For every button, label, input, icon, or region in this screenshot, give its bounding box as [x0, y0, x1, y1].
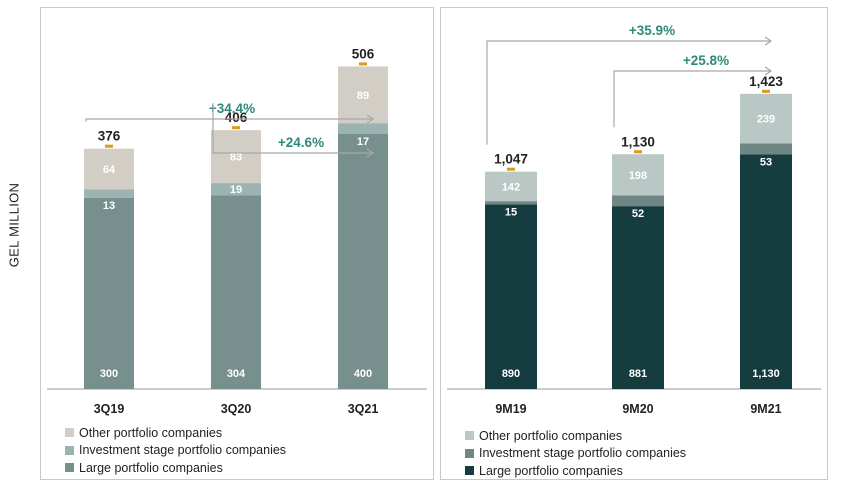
- nine-month-chart-panel: 890 15 142 1,047 9M19 881 52 198 1,130 9M20 1,130 5…: [440, 7, 828, 480]
- legend-item-large: Large portfolio companies: [65, 459, 286, 477]
- value-label-large: 881: [629, 368, 647, 380]
- total-label: 406: [225, 110, 248, 125]
- quarterly-chart-panel: 300 13 64 376 3Q19 304 19 83 406 3Q20 400 17 89 506 3Q…: [40, 7, 434, 480]
- bar-segment-other: [740, 93, 792, 144]
- value-label-other: 89: [357, 90, 369, 102]
- bar-segment-other: [612, 154, 664, 196]
- quarterly-chart: 300 13 64 376 3Q19 304 19 83 406 3Q20 400 17 89 506 3Q…: [47, 46, 427, 416]
- value-label-large: 1,130: [752, 368, 780, 380]
- value-label-other: 83: [230, 152, 242, 164]
- legend-swatch-other: [65, 428, 74, 438]
- total-label: 506: [352, 46, 375, 61]
- legend-item-investment: Investment stage portfolio companies: [65, 442, 286, 460]
- total-label: 1,047: [494, 152, 528, 167]
- category-label: 3Q19: [94, 402, 125, 416]
- growth-label: +34.4%: [209, 101, 255, 116]
- value-label-other: 198: [629, 170, 647, 182]
- category-label: 9M19: [495, 402, 526, 416]
- legend-swatch-investment: [65, 445, 74, 455]
- value-label-investment: 19: [230, 184, 242, 196]
- legend-swatch-other: [465, 431, 474, 441]
- value-label-investment: 52: [632, 208, 644, 220]
- total-label: 1,423: [749, 74, 783, 89]
- arrow-head-icon: [764, 36, 773, 46]
- arrow-head-icon: [366, 148, 375, 158]
- growth-label: +24.6%: [278, 135, 324, 150]
- legend-item-large: Large portfolio companies: [465, 462, 686, 480]
- category-label: 9M21: [750, 402, 781, 416]
- legend-swatch-large: [465, 466, 474, 476]
- bar-segment-other: [338, 66, 388, 124]
- bar-segment-large: [740, 154, 792, 389]
- bar-segment-investment: [211, 183, 261, 196]
- value-label-large: 300: [100, 368, 118, 380]
- value-label-investment: 13: [103, 200, 115, 212]
- bar-segment-investment: [740, 143, 792, 155]
- value-label-large: 890: [502, 368, 520, 380]
- bar-segment-large: [338, 134, 388, 389]
- bar-segment-investment: [338, 123, 388, 134]
- bar-segment-other: [84, 148, 134, 190]
- value-label-large: 304: [227, 368, 246, 380]
- bar-segment-large: [84, 197, 134, 389]
- legend-swatch-large: [65, 463, 74, 473]
- bar-segment-large: [211, 195, 261, 389]
- bar-segment-large: [485, 204, 537, 389]
- growth-arrow: [613, 70, 771, 128]
- value-label-investment: 15: [505, 206, 517, 218]
- legend-item-other: Other portfolio companies: [465, 427, 686, 445]
- bar-segment-large: [612, 206, 664, 389]
- bar-segment-other: [211, 130, 261, 184]
- growth-label: +25.8%: [683, 53, 729, 68]
- total-marker: [507, 167, 515, 171]
- bar-segment-investment: [485, 201, 537, 205]
- total-marker: [634, 150, 642, 154]
- value-label-other: 142: [502, 181, 520, 193]
- bar-segment-investment: [612, 195, 664, 207]
- value-label-investment: 53: [760, 156, 772, 168]
- arrow-head-icon: [764, 66, 773, 76]
- bar-segment-other: [485, 171, 537, 202]
- growth-arrow: [212, 103, 373, 154]
- arrow-head-icon: [366, 114, 375, 124]
- nine-month-chart: 890 15 142 1,047 9M19 881 52 198 1,130 9M20 1,130 5…: [447, 23, 821, 416]
- value-label-large: 400: [354, 368, 372, 380]
- category-label: 3Q21: [348, 402, 379, 416]
- total-marker: [232, 126, 240, 130]
- growth-arrow: [85, 118, 373, 122]
- growth-arrow: [486, 40, 771, 145]
- bar-segment-investment: [84, 189, 134, 198]
- value-label-other: 239: [757, 114, 775, 126]
- legend-item-other: Other portfolio companies: [65, 424, 286, 442]
- nine-month-legend: Other portfolio companies Investment sta…: [465, 427, 686, 480]
- growth-label: +35.9%: [629, 23, 675, 38]
- total-label: 1,130: [621, 134, 655, 149]
- legend-item-investment: Investment stage portfolio companies: [465, 445, 686, 463]
- total-marker: [105, 144, 113, 148]
- quarterly-legend: Other portfolio companies Investment sta…: [65, 424, 286, 477]
- category-label: 9M20: [622, 402, 653, 416]
- total-label: 376: [98, 129, 121, 144]
- category-label: 3Q20: [221, 402, 252, 416]
- value-label-other: 64: [103, 164, 116, 176]
- legend-swatch-investment: [465, 448, 474, 458]
- value-label-investment: 17: [357, 136, 369, 148]
- total-marker: [762, 89, 770, 93]
- total-marker: [359, 62, 367, 66]
